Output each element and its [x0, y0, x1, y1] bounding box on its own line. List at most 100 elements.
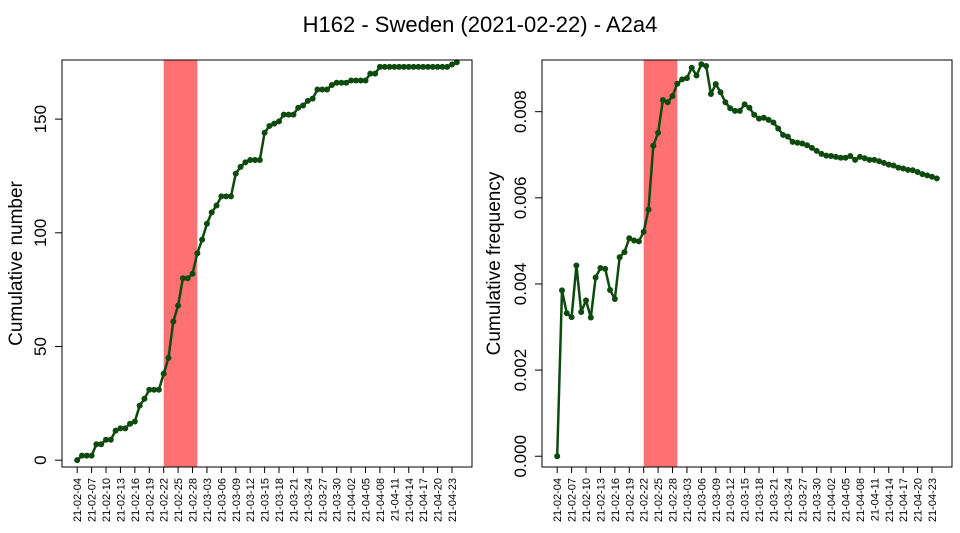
- x-tick-label: 21-02-10: [101, 478, 113, 522]
- data-point: [189, 270, 196, 277]
- data-point: [611, 296, 618, 303]
- data-point: [271, 120, 278, 127]
- plot-frame: [61, 59, 473, 468]
- data-point: [367, 70, 374, 77]
- x-tick-label: 21-03-06: [216, 478, 228, 522]
- data-point: [688, 64, 695, 71]
- y-tick-label: 0.004: [511, 263, 530, 306]
- data-point: [756, 115, 763, 122]
- data-point: [631, 237, 638, 244]
- data-point: [170, 318, 177, 325]
- data-point: [280, 111, 287, 118]
- x-tick-label: 21-04-14: [404, 478, 416, 522]
- data-point: [290, 111, 297, 118]
- data-point: [933, 175, 940, 182]
- data-point: [83, 452, 90, 459]
- x-tick-label: 21-04-11: [389, 478, 401, 521]
- data-point: [895, 164, 902, 171]
- data-point: [131, 418, 138, 425]
- data-point: [309, 95, 316, 102]
- data-point: [813, 147, 820, 154]
- x-tick-label: 21-04-08: [375, 478, 387, 522]
- chart-title: H162 - Sweden (2021-02-22) - A2a4: [303, 12, 658, 37]
- data-point: [319, 86, 326, 93]
- data-point: [616, 254, 623, 261]
- data-point: [760, 114, 767, 121]
- x-tick-label: 21-02-25: [173, 478, 185, 522]
- data-point: [93, 441, 100, 448]
- data-point: [160, 370, 167, 377]
- data-point: [117, 425, 124, 432]
- data-point: [784, 133, 791, 140]
- data-point: [655, 129, 662, 136]
- x-tick-label: 21-04-11: [869, 478, 881, 521]
- data-point: [343, 79, 350, 86]
- data-point: [837, 154, 844, 161]
- data-point: [597, 265, 604, 272]
- data-point: [626, 235, 633, 242]
- data-point: [439, 63, 446, 70]
- plot-frame: [541, 59, 953, 468]
- data-point: [885, 161, 892, 168]
- data-point: [799, 140, 806, 147]
- data-point: [775, 125, 782, 132]
- data-point: [98, 441, 105, 448]
- data-point: [78, 452, 85, 459]
- x-tick-label: 21-03-12: [245, 478, 257, 522]
- x-tick-label: 21-02-19: [144, 478, 156, 522]
- x-tick-label: 21-03-09: [231, 478, 243, 522]
- x-tick-label: 21-03-30: [332, 478, 344, 522]
- x-tick-label: 21-02-13: [595, 478, 607, 522]
- data-point: [372, 70, 379, 77]
- data-point: [247, 157, 254, 164]
- data-point: [266, 122, 273, 129]
- data-point: [909, 167, 916, 174]
- data-point: [621, 249, 628, 256]
- data-point: [141, 395, 148, 402]
- data-point: [871, 156, 878, 163]
- y-axis-label: Cumulative frequency: [484, 171, 505, 355]
- x-tick-label: 21-04-17: [898, 478, 910, 522]
- x-tick-label: 21-04-02: [346, 478, 358, 522]
- x-tick-label: 21-03-18: [274, 478, 286, 522]
- data-point: [736, 107, 743, 114]
- data-point: [453, 59, 460, 66]
- data-point: [127, 420, 134, 427]
- y-tick-label: 0.006: [511, 177, 530, 220]
- x-tick-label: 21-03-24: [783, 478, 795, 522]
- data-point: [376, 63, 383, 70]
- data-point: [578, 308, 585, 315]
- x-tick-label: 21-03-21: [288, 478, 300, 522]
- series-line: [555, 63, 938, 457]
- data-point: [208, 209, 215, 216]
- data-point: [587, 314, 594, 321]
- data-point: [731, 107, 738, 114]
- panel-cumulative-frequency: 0.000 0.002 0.004 0.006 0.008 Cumulative freq…: [484, 59, 953, 522]
- data-point: [199, 236, 206, 243]
- data-point: [237, 163, 244, 170]
- y-tick-label: 100: [31, 219, 50, 247]
- data-point: [707, 91, 714, 98]
- data-point: [780, 131, 787, 138]
- data-point: [751, 111, 758, 118]
- data-point: [722, 99, 729, 106]
- data-point: [789, 138, 796, 145]
- data-point: [223, 193, 230, 200]
- data-point: [573, 262, 580, 269]
- highlight-band: [643, 60, 678, 467]
- data-point: [914, 168, 921, 175]
- data-point: [410, 63, 417, 70]
- x-tick-label: 21-03-09: [711, 478, 723, 522]
- data-point: [659, 97, 666, 104]
- x-tick-label: 21-02-16: [610, 478, 622, 522]
- data-point: [664, 99, 671, 106]
- data-point: [929, 173, 936, 180]
- data-point: [904, 166, 911, 173]
- x-tick-label: 21-02-10: [581, 478, 593, 522]
- data-point: [645, 206, 652, 213]
- series-line: [76, 61, 458, 462]
- x-tick-label: 21-02-19: [624, 478, 636, 522]
- x-tick-label: 21-03-24: [303, 478, 315, 522]
- data-point: [640, 228, 647, 235]
